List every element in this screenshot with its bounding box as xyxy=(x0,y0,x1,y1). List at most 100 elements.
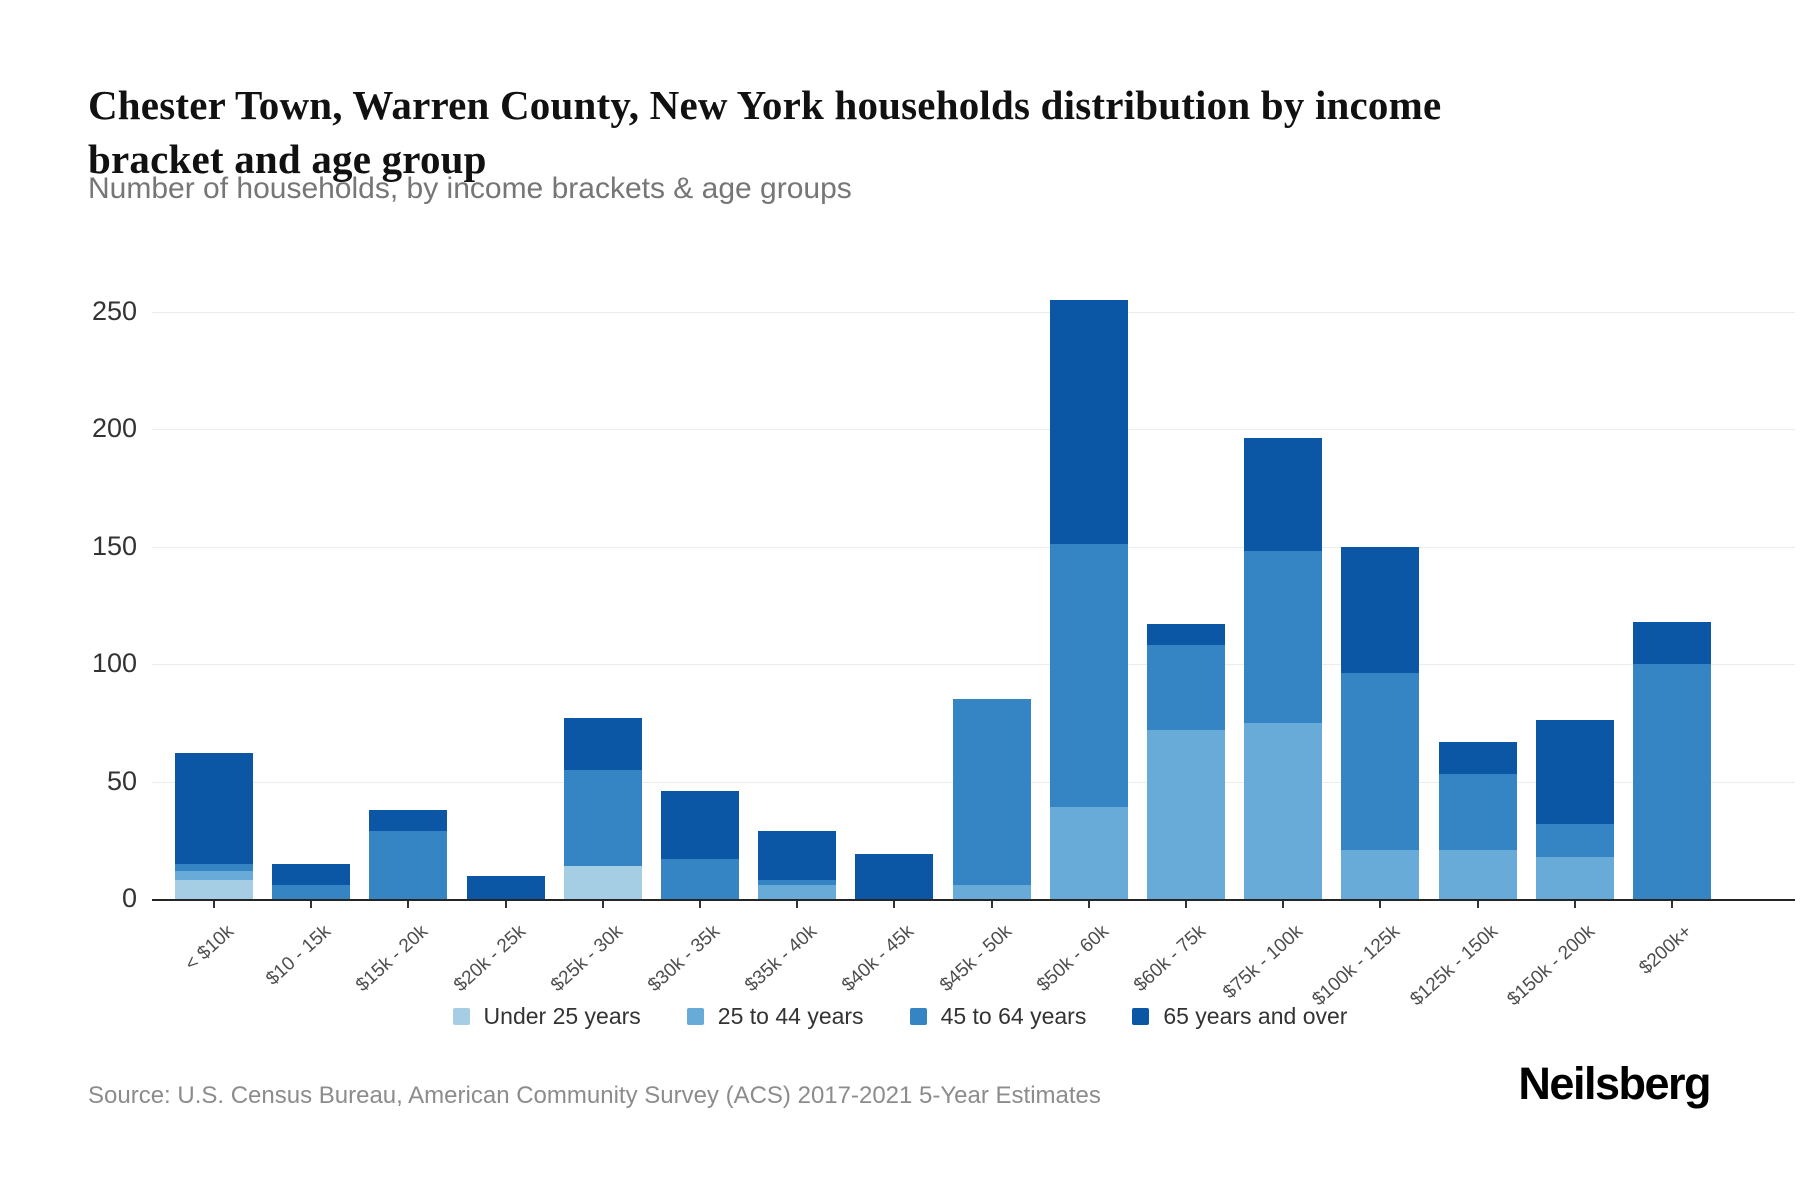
bar-segment[interactable] xyxy=(1341,849,1420,899)
gridline xyxy=(152,429,1795,430)
y-axis-tick-label: 0 xyxy=(121,883,137,913)
x-axis-label: $35k - 40k xyxy=(741,921,822,996)
y-axis-tick-label: 100 xyxy=(91,648,137,678)
bar-segment[interactable] xyxy=(661,859,739,899)
bar-segment[interactable] xyxy=(855,854,934,899)
x-axis-tick xyxy=(1379,901,1382,908)
x-axis-line xyxy=(152,899,1795,901)
bar-segment[interactable] xyxy=(1633,621,1711,664)
neilsberg-logo: Neilsberg xyxy=(1518,1058,1711,1109)
chart-title: Chester Town, Warren County, New York ho… xyxy=(88,82,1442,182)
bar-segment[interactable] xyxy=(1535,856,1614,899)
legend-label: 65 years and over xyxy=(1163,1003,1348,1029)
bar-segment[interactable] xyxy=(1049,299,1128,545)
legend: Under 25 years 25 to 44 years 45 to 64 yea… xyxy=(0,1003,1800,1030)
bar-segment[interactable] xyxy=(369,830,448,899)
x-axis-label: $150k - 200k xyxy=(1503,921,1599,1011)
x-axis-label: $100k - 125k xyxy=(1308,921,1405,1011)
bar-segment[interactable] xyxy=(1244,551,1323,723)
x-axis-label: $75k - 100k xyxy=(1219,921,1308,1004)
bar-segment[interactable] xyxy=(1633,664,1711,899)
bar-segment[interactable] xyxy=(1244,722,1323,899)
bar-segment[interactable] xyxy=(175,753,253,864)
legend-swatch xyxy=(909,1008,927,1025)
legend-item[interactable]: 65 years and over xyxy=(1132,1003,1347,1030)
legend-label: Under 25 years xyxy=(483,1003,641,1029)
x-axis-tick xyxy=(893,901,896,908)
x-axis-label: $20k - 25k xyxy=(449,921,530,996)
x-axis-tick xyxy=(1087,901,1090,908)
x-axis-label: $200k+ xyxy=(1635,921,1697,979)
x-axis-tick xyxy=(1185,901,1187,908)
x-axis-label: $30k - 35k xyxy=(644,921,725,996)
bar-segment[interactable] xyxy=(952,884,1031,899)
bar-segment[interactable] xyxy=(175,870,253,881)
bar-segment[interactable] xyxy=(1535,720,1614,824)
bar-segment[interactable] xyxy=(175,863,253,871)
bar-segment[interactable] xyxy=(758,830,837,881)
bar-segment[interactable] xyxy=(563,769,642,867)
x-axis-tick xyxy=(601,901,604,908)
bar-segment[interactable] xyxy=(758,884,837,899)
y-axis-tick-label: 150 xyxy=(91,530,137,561)
legend-item[interactable]: Under 25 years xyxy=(452,1003,641,1030)
bar-segment[interactable] xyxy=(1341,546,1420,674)
bar-segment[interactable] xyxy=(466,875,545,899)
bar-segment[interactable] xyxy=(563,866,642,899)
bar-segment[interactable] xyxy=(563,718,642,770)
gridline xyxy=(152,664,1795,665)
x-axis-label: $50k - 60k xyxy=(1032,921,1113,996)
x-axis-tick xyxy=(407,901,410,908)
x-axis-label: < $10k xyxy=(181,921,239,976)
gridline xyxy=(152,311,1795,313)
x-axis-label: $15k - 20k xyxy=(352,921,433,996)
legend-item[interactable]: 45 to 64 years xyxy=(909,1003,1087,1030)
bar-segment[interactable] xyxy=(175,880,253,899)
x-axis-label: $45k - 50k xyxy=(935,921,1016,996)
legend-item[interactable]: 25 to 44 years xyxy=(686,1003,864,1030)
y-axis-tick-label: 250 xyxy=(91,295,137,326)
bar-segment[interactable] xyxy=(1147,729,1225,899)
bar-segment[interactable] xyxy=(369,809,448,831)
source-text: Source: U.S. Census Bureau, American Com… xyxy=(88,1082,1101,1109)
bar-segment[interactable] xyxy=(1535,823,1614,857)
x-axis-tick xyxy=(796,901,799,908)
x-axis-tick xyxy=(1573,901,1576,908)
x-axis-label: $10 - 15k xyxy=(262,921,336,990)
bar-segment[interactable] xyxy=(1147,624,1225,646)
legend-swatch xyxy=(1132,1008,1150,1025)
y-axis-tick-label: 50 xyxy=(106,765,137,796)
bar-segment[interactable] xyxy=(1438,741,1517,775)
x-axis-tick xyxy=(1282,901,1285,908)
x-axis-tick xyxy=(213,901,215,908)
x-axis-tick xyxy=(504,901,507,908)
bar-segment[interactable] xyxy=(1147,645,1225,730)
bar-segment[interactable] xyxy=(1341,673,1420,850)
bar-segment[interactable] xyxy=(1438,849,1517,899)
x-axis-tick xyxy=(1476,901,1479,908)
bar-segment[interactable] xyxy=(272,884,351,899)
chart-subtitle: Number of households, by income brackets… xyxy=(88,172,852,205)
x-axis-tick xyxy=(990,901,993,908)
bar-segment[interactable] xyxy=(1438,774,1517,850)
bar-segment[interactable] xyxy=(661,790,739,860)
x-axis-label: $125k - 150k xyxy=(1405,921,1502,1011)
legend-swatch xyxy=(452,1008,470,1025)
legend-label: 45 to 64 years xyxy=(940,1003,1087,1029)
x-axis-tick xyxy=(310,901,313,908)
legend-label: 25 to 44 years xyxy=(717,1003,864,1029)
x-axis-label: $60k - 75k xyxy=(1130,921,1211,996)
legend-swatch xyxy=(686,1008,704,1025)
bar-segment[interactable] xyxy=(952,699,1031,885)
x-axis-tick xyxy=(699,901,701,908)
bar-segment[interactable] xyxy=(1049,544,1128,808)
bar-segment[interactable] xyxy=(758,880,837,885)
bar-segment[interactable] xyxy=(1049,807,1128,899)
y-axis-tick-label: 200 xyxy=(91,413,137,443)
bar-segment[interactable] xyxy=(272,863,351,885)
x-axis-tick xyxy=(1671,901,1673,908)
x-axis-label: $25k - 30k xyxy=(546,921,627,996)
gridline xyxy=(152,546,1795,548)
bar-segment[interactable] xyxy=(1244,438,1323,552)
